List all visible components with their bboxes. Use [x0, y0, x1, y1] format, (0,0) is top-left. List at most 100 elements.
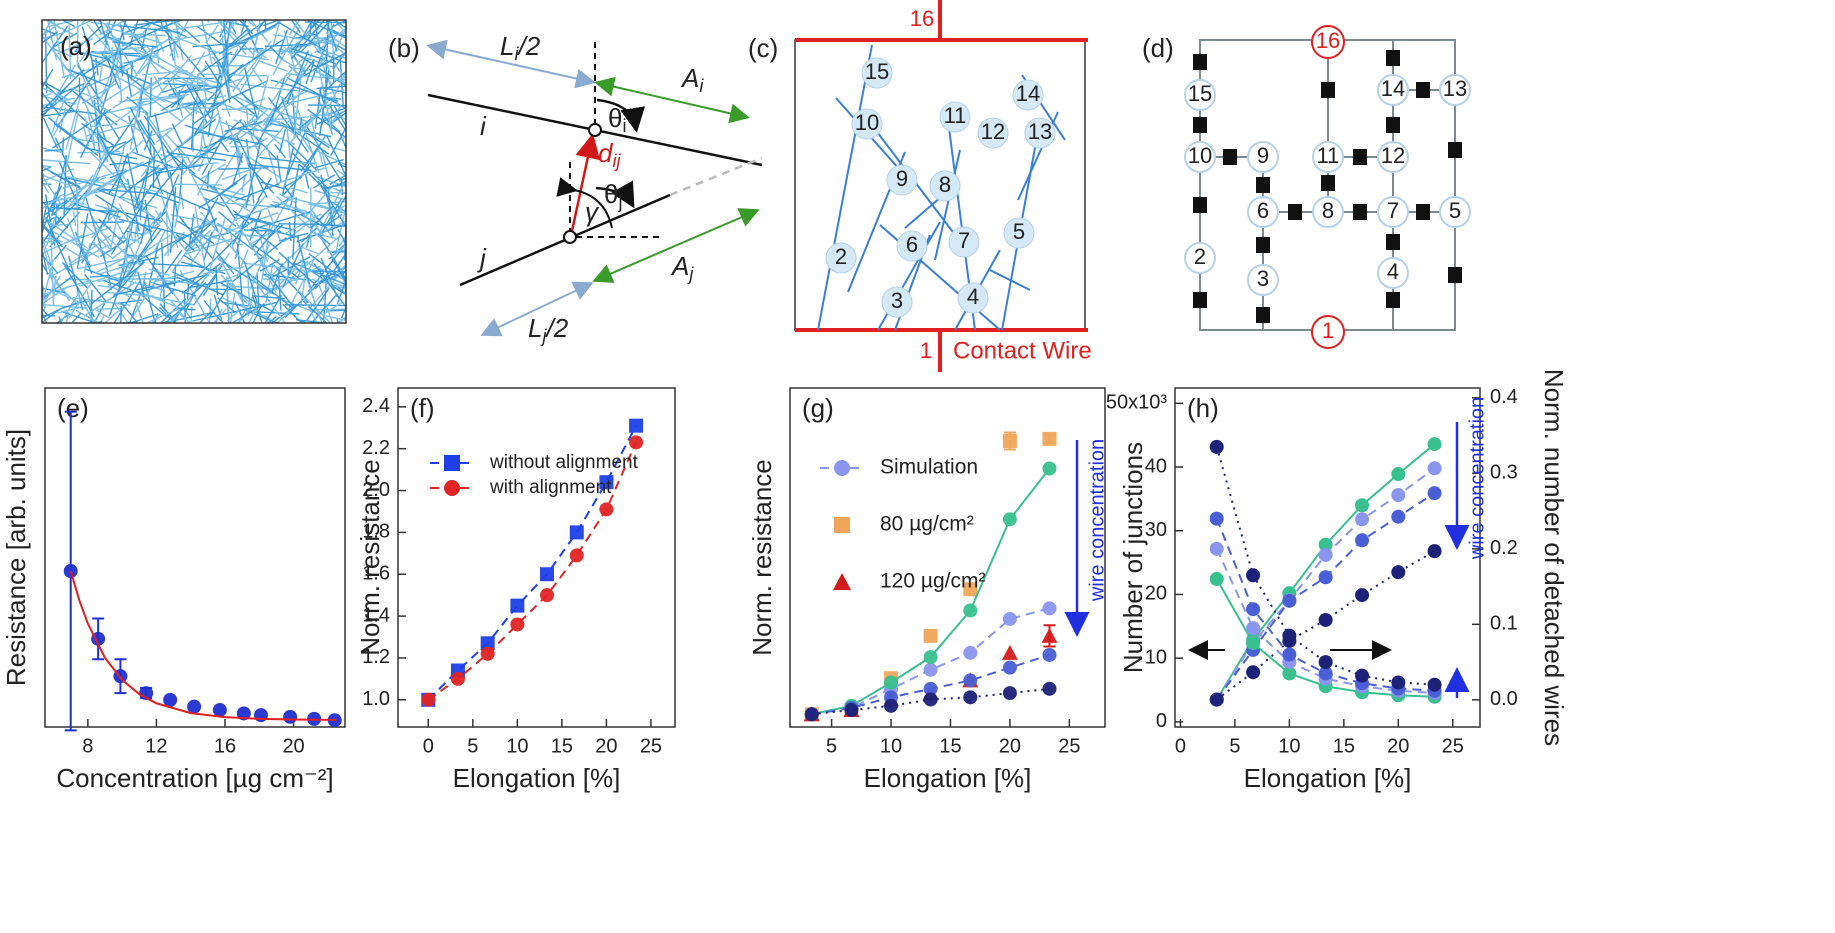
nanowire — [308, 20, 313, 37]
nanowire — [73, 137, 101, 144]
nanowire — [355, 62, 364, 79]
nanowire — [330, 28, 346, 38]
nanowire — [340, 269, 346, 278]
resistor — [1193, 292, 1207, 308]
nanowire — [323, 220, 346, 232]
nanowire — [183, 254, 214, 275]
nanowire — [81, 82, 118, 104]
nanowire — [106, 22, 126, 72]
nanowire — [308, 253, 346, 283]
nanowire — [153, 75, 164, 92]
nanowire — [180, 94, 227, 106]
nanowire — [42, 196, 61, 210]
nanowire — [276, 311, 290, 323]
nanowire — [146, 20, 147, 21]
nanowire — [290, 20, 326, 60]
y2-tick-label: 0.4 — [1490, 386, 1518, 408]
nanowire — [238, 20, 254, 35]
nanowire — [183, 291, 186, 323]
wire-network — [33, 20, 364, 336]
nanowire — [287, 116, 314, 155]
y-tick-label: 2.4 — [362, 395, 390, 417]
nanowire — [109, 162, 129, 166]
resistor — [1416, 204, 1430, 220]
marker — [1282, 666, 1297, 681]
nanowire — [126, 69, 132, 97]
nanowire — [180, 193, 185, 210]
marker — [444, 455, 460, 471]
nanowire — [51, 47, 73, 58]
nanowire — [51, 185, 63, 207]
nanowire — [270, 203, 303, 214]
symbol-sub: ij — [612, 151, 621, 171]
nanowire — [267, 209, 281, 241]
nanowire — [42, 304, 47, 309]
nanowire — [33, 326, 51, 336]
nanowire — [192, 265, 223, 306]
y-tick-label: 0 — [1156, 710, 1167, 732]
x-tick-label: 12 — [145, 735, 167, 757]
nanowire — [170, 214, 195, 221]
nanowire — [263, 20, 281, 27]
nanowire — [116, 234, 171, 271]
nanowire — [52, 108, 112, 149]
nanowire — [275, 195, 326, 244]
nanowire — [149, 161, 219, 171]
nanowire — [309, 269, 343, 293]
nanowire — [38, 32, 40, 86]
nanowire — [270, 122, 332, 138]
nanowire — [317, 233, 331, 245]
node-marker — [1439, 196, 1471, 228]
nanowire — [42, 117, 59, 149]
nanowire — [66, 175, 132, 189]
marker — [1209, 692, 1224, 707]
nanowire — [357, 199, 362, 224]
node-label: 11 — [1317, 143, 1340, 168]
nanowire — [42, 311, 48, 323]
nanowire — [316, 109, 346, 125]
nanowire — [127, 139, 144, 156]
marker — [1246, 568, 1261, 583]
x-tick-label: 8 — [82, 735, 93, 757]
x-tick-label: 15 — [1333, 735, 1355, 757]
nanowire — [231, 95, 256, 115]
nanowire — [338, 136, 346, 141]
nanowire — [105, 291, 154, 297]
node-label: 12 — [981, 119, 1005, 144]
nanowire — [199, 206, 211, 237]
nanowire — [77, 62, 102, 126]
marker — [254, 708, 268, 723]
legend-label: without alignment — [489, 452, 639, 473]
nanowire — [238, 120, 278, 160]
nanowire — [337, 163, 346, 168]
nanowire — [286, 126, 291, 158]
marker — [283, 709, 298, 724]
nanowire — [220, 282, 275, 314]
x-tick-label: 10 — [1278, 735, 1300, 757]
nanowire — [224, 129, 243, 143]
nanowire — [257, 177, 272, 201]
node-marker — [1024, 117, 1056, 149]
nanowire — [98, 20, 111, 84]
nanowire — [271, 200, 308, 213]
marker — [1427, 544, 1442, 559]
nanowire — [108, 261, 130, 317]
nanowire — [79, 270, 129, 287]
nanowire — [52, 275, 57, 302]
nanowire — [42, 285, 69, 305]
nanowire — [42, 243, 54, 283]
node-marker — [1247, 264, 1279, 296]
nanowire — [304, 21, 346, 24]
marker — [1002, 512, 1017, 527]
node-marker — [929, 170, 961, 202]
nanowire — [178, 307, 196, 311]
nanowire — [249, 210, 262, 241]
nanowire — [42, 306, 64, 319]
nanowire — [56, 37, 94, 55]
nanowire — [269, 276, 295, 309]
marker — [963, 603, 978, 618]
nanowire — [114, 140, 127, 184]
node-marker — [1377, 257, 1409, 289]
marker — [450, 671, 465, 686]
nanowire — [206, 218, 226, 278]
